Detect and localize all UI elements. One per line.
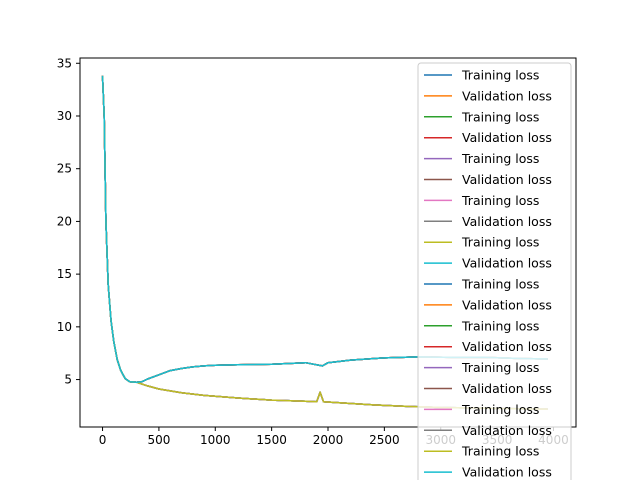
y-tick-label: 10 bbox=[57, 320, 72, 334]
legend-label: Validation loss bbox=[462, 339, 552, 354]
y-tick-label: 35 bbox=[57, 56, 72, 70]
legend-label: Training loss bbox=[461, 235, 539, 250]
x-tick-label: 1500 bbox=[256, 433, 287, 447]
y-tick-label: 25 bbox=[57, 162, 72, 176]
legend-label: Training loss bbox=[461, 402, 539, 417]
legend-label: Validation loss bbox=[462, 88, 552, 103]
x-tick-label: 0 bbox=[99, 433, 107, 447]
legend-label: Validation loss bbox=[462, 172, 552, 187]
series-line-20 bbox=[101, 75, 548, 383]
legend-label: Validation loss bbox=[462, 214, 552, 229]
legend-label: Training loss bbox=[461, 151, 539, 166]
x-tick-label: 2500 bbox=[369, 433, 400, 447]
legend-label: Training loss bbox=[461, 360, 539, 375]
legend-label: Validation loss bbox=[462, 130, 552, 145]
legend-label: Validation loss bbox=[462, 297, 552, 312]
legend-label: Validation loss bbox=[462, 423, 552, 438]
legend-box bbox=[417, 62, 572, 480]
legend-label: Training loss bbox=[461, 277, 539, 292]
legend-label: Validation loss bbox=[462, 381, 552, 396]
legend-label: Training loss bbox=[461, 109, 539, 124]
legend-label: Training loss bbox=[461, 444, 539, 459]
legend: Training loss Validation loss Training los… bbox=[417, 62, 572, 480]
series-layer bbox=[101, 75, 548, 410]
y-tick-label: 15 bbox=[57, 267, 72, 281]
y-axis: 5 10 15 20 25 30 35 bbox=[57, 56, 80, 387]
x-tick-label: 500 bbox=[147, 433, 170, 447]
y-tick-label: 5 bbox=[64, 373, 72, 387]
legend-label: Training loss bbox=[461, 193, 539, 208]
legend-label: Validation loss bbox=[462, 465, 552, 480]
x-tick-label: 2000 bbox=[313, 433, 344, 447]
legend-label: Training loss bbox=[461, 68, 539, 83]
x-tick-label: 1000 bbox=[200, 433, 231, 447]
legend-label: Validation loss bbox=[462, 256, 552, 271]
y-tick-label: 20 bbox=[57, 214, 72, 228]
y-tick-label: 30 bbox=[57, 109, 72, 123]
legend-label: Training loss bbox=[461, 318, 539, 333]
